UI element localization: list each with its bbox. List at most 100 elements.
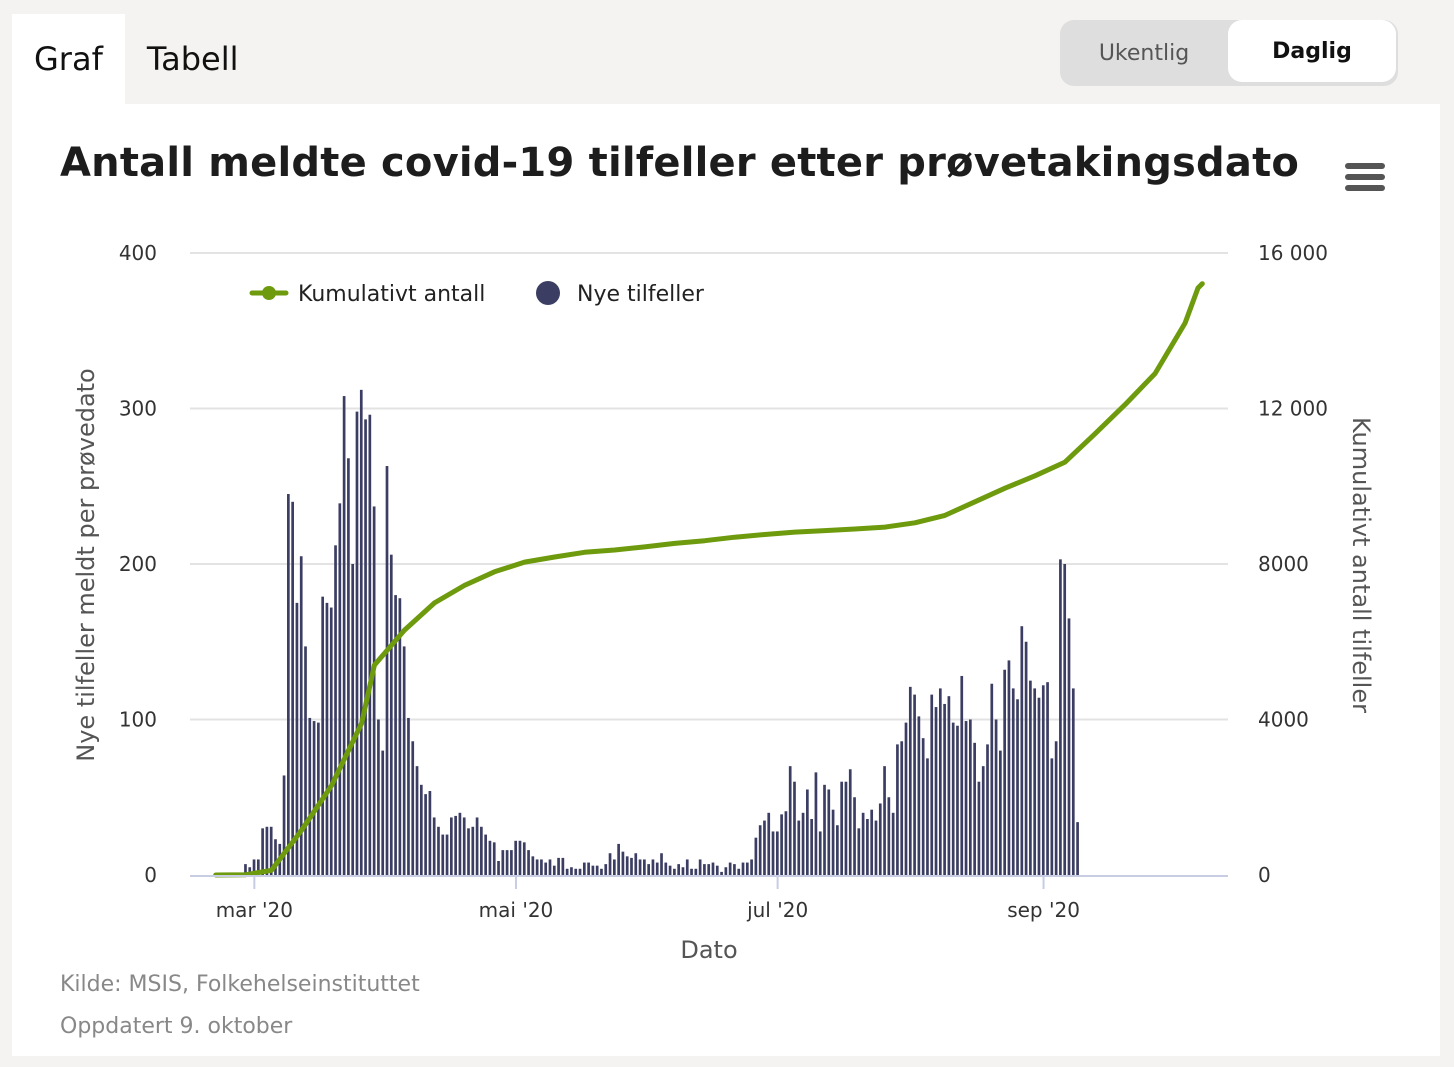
bar — [1059, 559, 1062, 875]
bar — [1037, 697, 1041, 875]
bar — [531, 856, 535, 875]
bar — [329, 607, 333, 875]
bar — [351, 564, 355, 875]
bar — [741, 862, 745, 875]
bar — [664, 862, 668, 875]
bar — [510, 850, 513, 875]
bar — [411, 741, 415, 875]
bar — [1050, 758, 1054, 876]
bar — [462, 817, 466, 875]
bar — [492, 842, 496, 875]
bar — [621, 851, 625, 875]
bar — [956, 725, 959, 875]
bar — [552, 865, 556, 875]
bar — [608, 853, 612, 875]
bar — [582, 862, 586, 875]
bar — [591, 865, 595, 875]
bar — [317, 722, 320, 875]
bar — [934, 707, 938, 875]
bar — [775, 831, 779, 875]
bar — [394, 595, 397, 875]
bar — [587, 862, 590, 875]
bar — [265, 826, 269, 875]
bar — [244, 864, 247, 875]
cumulative-line — [213, 281, 1205, 878]
bar — [883, 766, 886, 875]
legend-label-cumulative: Kumulativt antall — [298, 282, 485, 307]
hamburger-menu-icon[interactable] — [1345, 163, 1385, 193]
bar — [994, 719, 998, 875]
bar — [818, 831, 822, 875]
bar-series — [214, 389, 1079, 876]
bar — [973, 742, 976, 875]
bar — [1063, 564, 1067, 875]
bar — [917, 716, 921, 875]
toggle-ukentlig[interactable]: Ukentlig — [1098, 40, 1190, 66]
bar — [668, 865, 672, 875]
bar — [518, 840, 522, 875]
bar — [325, 602, 329, 876]
toggle-daglig[interactable]: Daglig — [1228, 20, 1396, 82]
chart-title: Antall meldte covid-19 tilfeller etter p… — [60, 140, 1300, 186]
bar — [685, 859, 689, 875]
bar — [767, 812, 771, 875]
bar — [711, 862, 715, 875]
bar — [891, 812, 895, 875]
bar — [1003, 669, 1006, 875]
bar — [355, 411, 359, 875]
tab-tabell[interactable]: Tabell — [146, 40, 239, 78]
bar — [1033, 688, 1037, 875]
bar — [1029, 680, 1032, 876]
bar — [660, 853, 663, 875]
bar — [806, 789, 809, 875]
bar — [763, 820, 766, 875]
bar — [450, 817, 453, 875]
bar — [561, 857, 565, 875]
bar — [947, 696, 951, 875]
bar — [896, 744, 899, 875]
bar — [248, 867, 252, 875]
gridlines — [190, 252, 1228, 721]
bar — [574, 868, 578, 875]
bar — [840, 781, 844, 875]
bar — [861, 812, 865, 875]
bar — [347, 458, 350, 875]
bar — [737, 868, 741, 875]
bar — [437, 826, 440, 875]
bar — [402, 646, 406, 875]
bar — [926, 758, 929, 876]
y-axis-title-left: Nye tilfeller meldt per prøvedato — [72, 368, 100, 761]
y-tick-label-left: 100 — [119, 708, 157, 732]
bar — [625, 856, 629, 875]
bar — [595, 865, 599, 875]
view-tabs: Graf Tabell — [12, 14, 260, 104]
bar — [612, 859, 616, 875]
bar — [810, 819, 813, 875]
bar — [703, 864, 706, 875]
bar — [990, 683, 994, 875]
y-axis-title-right: Kumulativt antall tilfeller — [1347, 417, 1375, 713]
bar — [488, 840, 492, 875]
y-tick-label-right: 0 — [1258, 863, 1271, 887]
tab-graf[interactable]: Graf — [12, 14, 125, 104]
bar — [557, 857, 560, 875]
bar — [827, 789, 831, 875]
bar — [964, 721, 968, 875]
bar — [647, 864, 650, 875]
bar — [814, 772, 818, 875]
bar — [728, 862, 732, 875]
legend-label-new-cases: Nye tilfeller — [577, 282, 705, 307]
bar — [1054, 741, 1058, 875]
bar — [904, 722, 908, 875]
legend-bar-marker — [536, 281, 560, 305]
bar — [432, 817, 436, 875]
bar — [754, 837, 758, 875]
chart-panel — [12, 104, 1440, 1056]
bar — [342, 396, 346, 875]
bar — [724, 867, 728, 875]
bar — [673, 868, 676, 875]
bar — [419, 784, 423, 875]
bar — [527, 850, 530, 875]
bar — [969, 719, 972, 875]
bar — [570, 867, 573, 875]
